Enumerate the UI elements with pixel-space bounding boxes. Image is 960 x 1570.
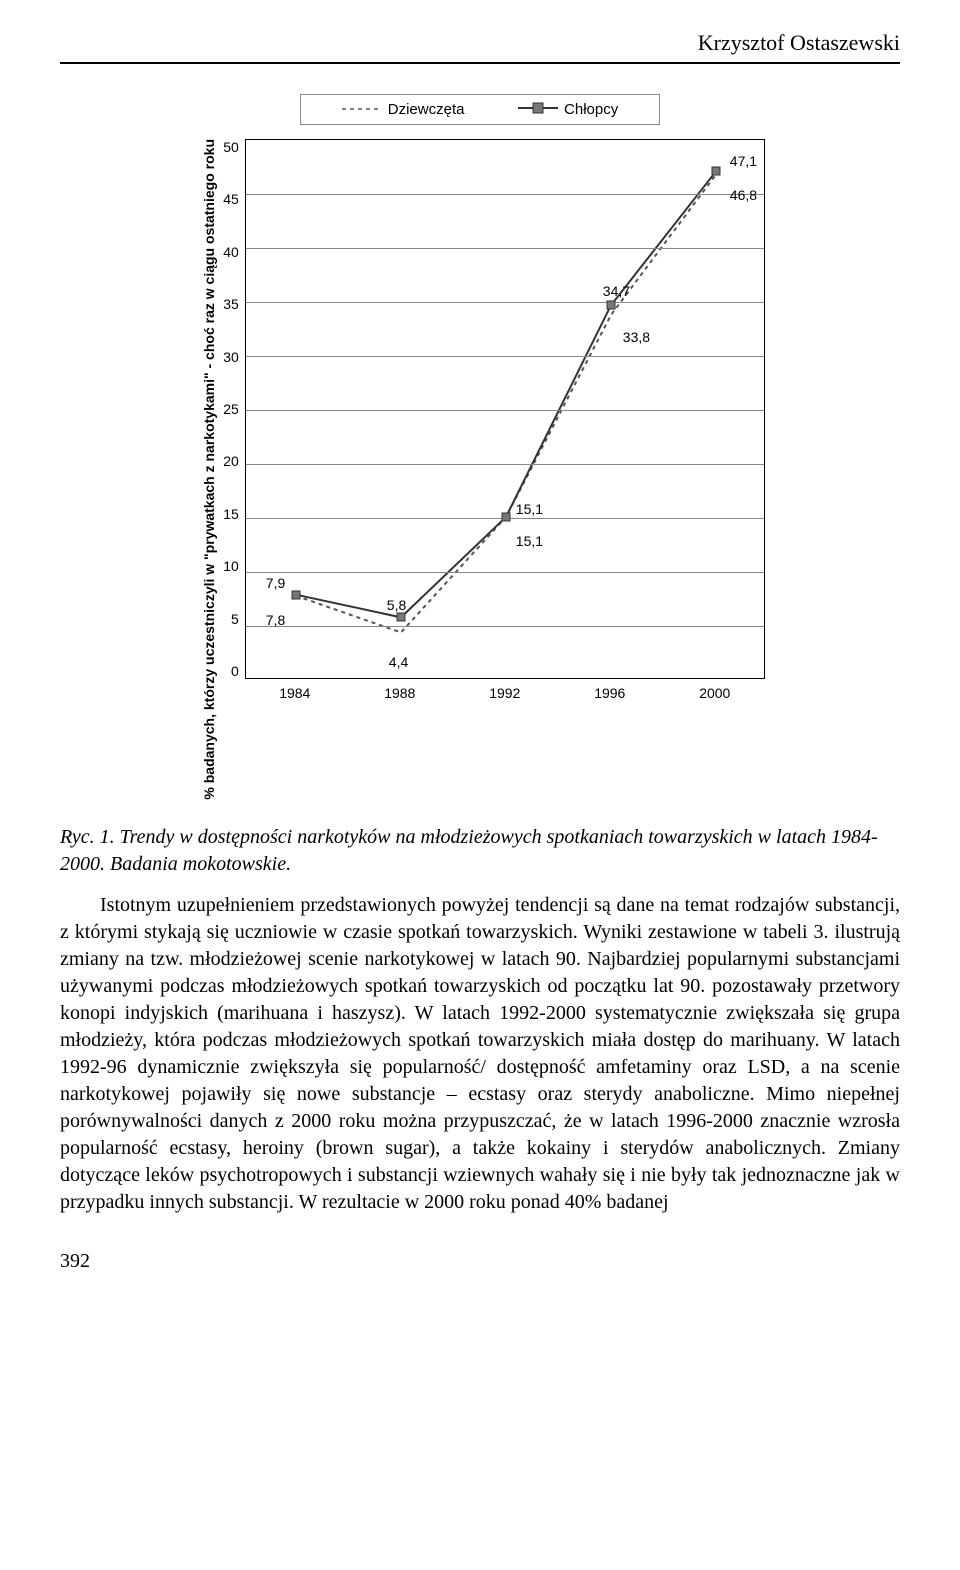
figure-label: Ryc. 1. [60, 826, 115, 848]
legend-swatch-chlopcy [518, 101, 558, 118]
page-number: 392 [60, 1250, 900, 1273]
x-tick: 1996 [594, 685, 625, 701]
data-label-chlopcy: 15,1 [516, 501, 543, 517]
y-tick: 10 [223, 558, 239, 574]
y-tick: 20 [223, 453, 239, 469]
data-label-dziewczeta: 46,8 [730, 187, 757, 203]
figure-caption-text: Trendy w dostępności narkotyków na młodz… [60, 826, 878, 875]
x-tick: 2000 [699, 685, 730, 701]
data-label-chlopcy: 7,9 [266, 575, 285, 591]
y-tick: 35 [223, 296, 239, 312]
y-tick: 50 [223, 139, 239, 155]
legend-label-chlopcy: Chłopcy [564, 101, 618, 118]
gridline [246, 248, 764, 249]
gridline [246, 464, 764, 465]
data-label-chlopcy: 47,1 [730, 153, 757, 169]
y-tick: 15 [223, 506, 239, 522]
data-label-dziewczeta: 33,8 [623, 329, 650, 345]
body-paragraph: Istotnym uzupełnieniem przedstawionych p… [60, 892, 900, 1216]
y-tick: 45 [223, 191, 239, 207]
x-axis-ticks: 1984 1988 1992 1996 2000 [245, 679, 765, 701]
legend-label-dziewczeta: Dziewczęta [388, 101, 465, 118]
y-tick: 5 [231, 611, 239, 627]
chart-container: % badanych, którzy uczestniczyli w "pryw… [60, 139, 900, 800]
author-header: Krzysztof Ostaszewski [60, 30, 900, 64]
data-label-dziewczeta: 15,1 [516, 533, 543, 549]
marker-square [501, 512, 510, 521]
figure-caption: Ryc. 1. Trendy w dostępności narkotyków … [60, 824, 900, 878]
gridline [246, 626, 764, 627]
x-tick: 1988 [384, 685, 415, 701]
x-tick: 1984 [279, 685, 310, 701]
gridline [246, 572, 764, 573]
chart-legend: Dziewczęta Chłopcy [300, 94, 660, 125]
legend-item-chlopcy: Chłopcy [518, 101, 618, 118]
y-tick: 25 [223, 401, 239, 417]
data-label-dziewczeta: 7,8 [266, 612, 285, 628]
gridline [246, 302, 764, 303]
y-tick: 0 [231, 663, 239, 679]
x-tick: 1992 [489, 685, 520, 701]
data-label-chlopcy: 34,7 [603, 283, 630, 299]
marker-square [711, 167, 720, 176]
marker-square [291, 590, 300, 599]
legend-item-dziewczeta: Dziewczęta [342, 101, 465, 118]
gridline [246, 194, 764, 195]
gridline [246, 410, 764, 411]
legend-swatch-dziewczeta [342, 101, 382, 118]
data-label-dziewczeta: 4,4 [389, 654, 408, 670]
y-axis-label: % badanych, którzy uczestniczyli w "pryw… [195, 139, 223, 800]
y-tick: 30 [223, 349, 239, 365]
y-tick: 40 [223, 244, 239, 260]
y-axis-ticks: 50454035302520151050 [223, 139, 245, 679]
marker-square [396, 613, 405, 622]
marker-square [606, 301, 615, 310]
chart-plot-area: 7,9 5,8 15,1 34,7 47,1 7,8 4,4 15,1 33,8 46,8 [245, 139, 765, 679]
data-label-chlopcy: 5,8 [387, 597, 406, 613]
gridline [246, 356, 764, 357]
